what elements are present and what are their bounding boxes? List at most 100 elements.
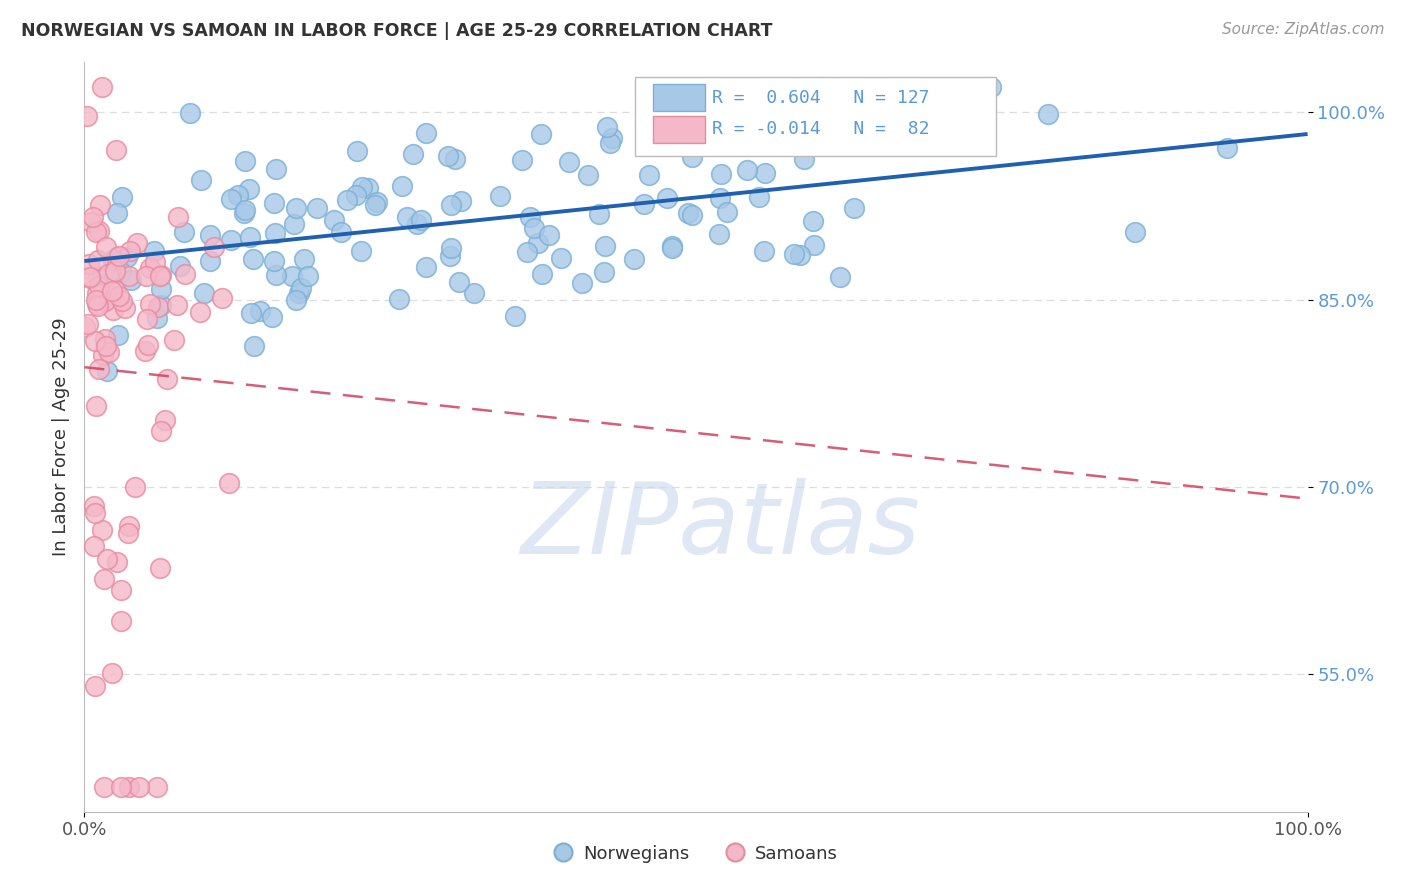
Point — [437, 149, 460, 163]
Point — [440, 198, 463, 212]
Point — [91, 80, 114, 95]
Point — [830, 270, 852, 285]
Point — [733, 128, 755, 142]
Point — [803, 237, 825, 252]
Point — [219, 234, 242, 248]
Point — [143, 255, 166, 269]
Point — [193, 285, 215, 300]
Point — [84, 226, 107, 240]
Point — [110, 264, 132, 278]
Point — [190, 173, 212, 187]
Point — [557, 155, 579, 169]
Point — [104, 143, 127, 157]
Point — [128, 780, 150, 794]
Point — [138, 297, 160, 311]
Point — [505, 310, 527, 324]
Point — [136, 311, 159, 326]
Point — [1125, 226, 1147, 240]
Point — [79, 270, 101, 285]
Point — [810, 80, 832, 95]
Point — [73, 320, 96, 334]
Point — [77, 256, 100, 270]
Point — [447, 275, 470, 289]
Point — [262, 310, 284, 324]
Point — [789, 247, 811, 261]
Point — [516, 244, 538, 259]
Text: ZIPatlas: ZIPatlas — [520, 478, 921, 575]
Point — [264, 161, 287, 176]
Point — [149, 268, 172, 283]
Point — [134, 343, 156, 358]
Point — [226, 188, 249, 202]
Point — [166, 210, 188, 224]
Point — [143, 244, 166, 258]
Point — [571, 276, 593, 290]
Point — [124, 480, 146, 494]
Point — [357, 181, 380, 195]
Point — [1036, 107, 1059, 121]
Point — [527, 235, 550, 250]
Point — [84, 334, 107, 349]
Point — [93, 349, 115, 363]
Point — [288, 285, 311, 300]
Point — [125, 236, 148, 251]
Point — [637, 168, 659, 182]
Point — [118, 268, 141, 283]
Point — [77, 318, 100, 332]
Point — [290, 281, 312, 295]
Point — [661, 241, 683, 255]
Point — [264, 226, 287, 240]
Point — [110, 615, 132, 629]
Point — [801, 214, 824, 228]
Point — [82, 210, 104, 224]
Point — [602, 131, 624, 145]
Point — [323, 213, 346, 227]
Point — [87, 253, 110, 268]
Point — [307, 201, 329, 215]
Point — [489, 189, 512, 203]
Point — [150, 425, 173, 439]
FancyBboxPatch shape — [654, 84, 704, 112]
Point — [146, 780, 169, 794]
Point — [101, 666, 124, 681]
Point — [108, 289, 131, 303]
Point — [531, 267, 554, 281]
Point — [233, 202, 256, 217]
Point — [89, 197, 111, 211]
Point — [550, 252, 572, 266]
Point — [96, 551, 118, 566]
Point — [174, 267, 197, 281]
Point — [980, 80, 1002, 95]
Point — [406, 217, 429, 231]
Point — [366, 194, 388, 209]
Point — [747, 112, 769, 126]
Point — [145, 310, 167, 325]
Point — [285, 293, 308, 308]
Point — [118, 518, 141, 533]
Point — [709, 191, 731, 205]
Point — [90, 523, 112, 537]
Point — [94, 293, 117, 308]
Point — [709, 227, 731, 242]
Point — [87, 279, 110, 293]
Point — [218, 476, 240, 491]
Point — [107, 327, 129, 342]
Point — [661, 239, 683, 253]
Point — [329, 225, 352, 239]
Point — [86, 270, 108, 285]
Point — [179, 106, 201, 120]
Point — [352, 179, 374, 194]
Point — [444, 152, 467, 166]
Point — [115, 251, 138, 265]
Y-axis label: In Labor Force | Age 25-29: In Labor Force | Age 25-29 — [52, 318, 70, 557]
Point — [211, 291, 233, 305]
Point — [754, 166, 776, 180]
Point — [336, 193, 359, 207]
Point — [101, 253, 124, 268]
Point — [87, 300, 110, 314]
Point — [576, 168, 599, 182]
Point — [388, 292, 411, 306]
Point — [139, 260, 162, 275]
Point — [103, 254, 125, 268]
Point — [793, 152, 815, 166]
